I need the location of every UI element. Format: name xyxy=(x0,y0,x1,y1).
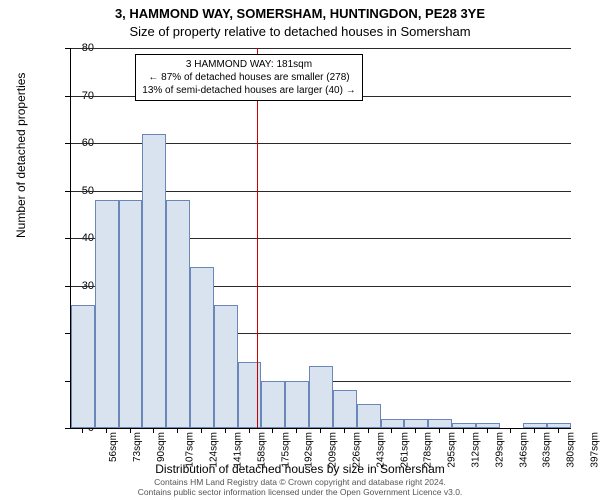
bar xyxy=(166,200,190,428)
bar xyxy=(333,390,357,428)
chart-footer: Contains HM Land Registry data © Crown c… xyxy=(0,478,600,498)
bar xyxy=(428,419,452,429)
x-tick-mark xyxy=(272,428,273,433)
chart-title-address: 3, HAMMOND WAY, SOMERSHAM, HUNTINGDON, P… xyxy=(0,6,600,21)
bar xyxy=(381,419,405,429)
x-tick-label: 73sqm xyxy=(132,432,143,462)
bar xyxy=(357,404,381,428)
bar xyxy=(309,366,333,428)
x-tick-mark xyxy=(487,428,488,433)
annotation-box: 3 HAMMOND WAY: 181sqm ← 87% of detached … xyxy=(135,54,362,101)
x-tick-mark xyxy=(249,428,250,433)
bar xyxy=(214,305,238,429)
x-tick-mark xyxy=(463,428,464,433)
x-tick-mark xyxy=(320,428,321,433)
bar xyxy=(142,134,166,429)
x-axis-label: Distribution of detached houses by size … xyxy=(0,462,600,476)
footer-line2: Contains public sector information licen… xyxy=(0,488,600,498)
x-tick-mark xyxy=(201,428,202,433)
x-tick-mark xyxy=(130,428,131,433)
x-tick-mark xyxy=(344,428,345,433)
x-tick-mark xyxy=(368,428,369,433)
annotation-line1: 3 HAMMOND WAY: 181sqm xyxy=(142,58,355,71)
x-tick-mark xyxy=(177,428,178,433)
x-tick-mark xyxy=(415,428,416,433)
chart-subtitle: Size of property relative to detached ho… xyxy=(0,24,600,39)
x-tick-mark xyxy=(439,428,440,433)
grid-line xyxy=(71,48,571,49)
x-tick-mark xyxy=(296,428,297,433)
x-tick-mark xyxy=(391,428,392,433)
annotation-line2: ← 87% of detached houses are smaller (27… xyxy=(142,71,355,84)
x-tick-mark xyxy=(82,428,83,433)
x-tick-label: 56sqm xyxy=(108,432,119,462)
x-tick-mark xyxy=(534,428,535,433)
x-tick-mark xyxy=(510,428,511,433)
bar xyxy=(71,305,95,429)
bar xyxy=(190,267,214,429)
x-tick-label: 90sqm xyxy=(156,432,167,462)
annotation-line3: 13% of semi-detached houses are larger (… xyxy=(142,84,355,97)
chart-container: 3, HAMMOND WAY, SOMERSHAM, HUNTINGDON, P… xyxy=(0,0,600,500)
bar xyxy=(261,381,285,429)
marker-line xyxy=(257,48,258,428)
bar xyxy=(404,419,428,429)
x-tick-mark xyxy=(153,428,154,433)
y-axis-label: Number of detached properties xyxy=(14,73,28,238)
bar xyxy=(95,200,119,428)
x-tick-mark xyxy=(106,428,107,433)
x-tick-mark xyxy=(225,428,226,433)
x-tick-mark xyxy=(558,428,559,433)
plot-area: 3 HAMMOND WAY: 181sqm ← 87% of detached … xyxy=(70,48,571,429)
bar xyxy=(285,381,309,429)
bar xyxy=(119,200,143,428)
